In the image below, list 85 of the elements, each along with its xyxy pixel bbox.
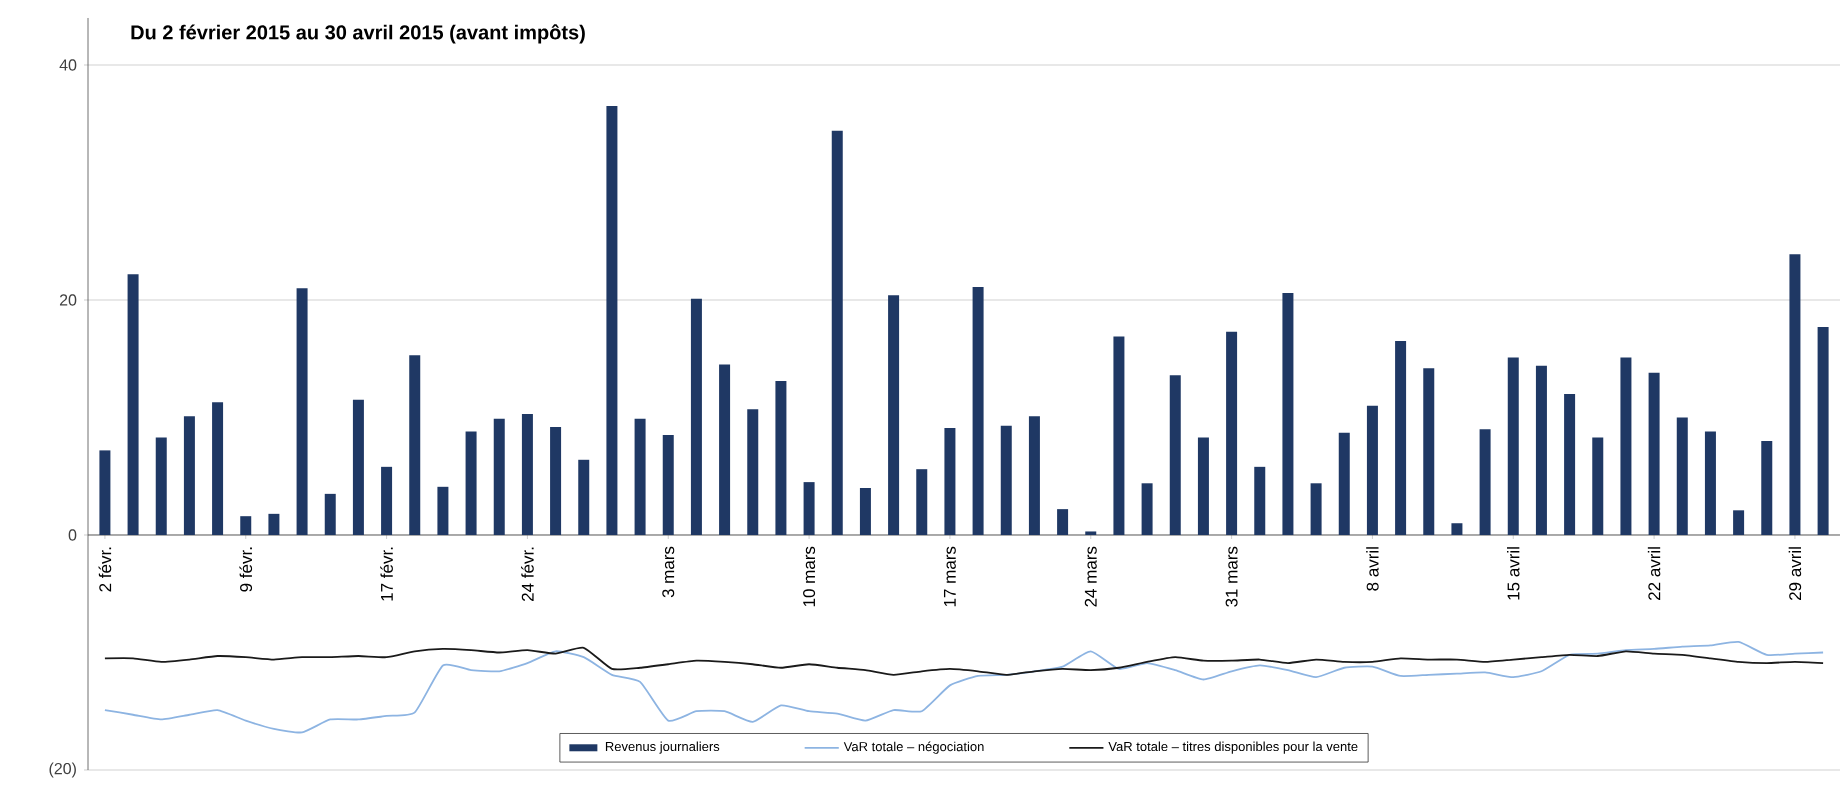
bar (606, 106, 618, 535)
legend-label: Revenus journaliers (605, 741, 720, 754)
bar (1564, 393, 1576, 535)
bar (1226, 331, 1238, 535)
bar (775, 381, 787, 535)
bar (1535, 365, 1547, 535)
bar (578, 459, 590, 535)
line-series (104, 646, 1824, 676)
bar (381, 466, 393, 535)
bar (1676, 417, 1688, 535)
bar (99, 450, 111, 535)
bar (1479, 429, 1491, 535)
x-tick-label: 22 avril (1647, 547, 1661, 601)
bar (268, 513, 280, 535)
x-tick-label: 3 mars (662, 546, 675, 598)
bar (155, 437, 167, 535)
bar (240, 516, 252, 535)
bar (662, 435, 674, 535)
bar (1085, 531, 1097, 535)
y-tick-label: 20 (59, 294, 77, 306)
x-tick-label: 17 mars (943, 546, 956, 607)
legend-label: VaR totale – négociation (843, 741, 984, 754)
bar (1197, 437, 1209, 535)
bar (1113, 336, 1125, 535)
bar (1451, 523, 1463, 535)
x-tick-label: 9 févr. (239, 547, 253, 592)
bar (1817, 327, 1829, 535)
x-tick-label: 31 mars (1225, 546, 1238, 607)
x-tick-label: 24 févr. (521, 547, 534, 601)
bar (127, 274, 139, 535)
bar (183, 416, 195, 535)
bar (1620, 357, 1632, 535)
bar (690, 298, 702, 535)
bar (831, 130, 843, 535)
bar (1057, 509, 1069, 535)
bar (352, 399, 364, 535)
bar (1282, 292, 1294, 535)
bar (1000, 425, 1012, 535)
x-tick-label: 29 avril (1788, 547, 1802, 601)
bar (521, 413, 533, 535)
bar (409, 355, 421, 535)
bar (212, 402, 224, 535)
bar (465, 431, 477, 535)
y-tick-label: (20) (49, 762, 76, 778)
bar (1028, 416, 1040, 535)
bar (634, 418, 646, 535)
x-tick-label: 24 mars (1084, 546, 1097, 607)
x-tick-label: 10 mars (803, 546, 816, 607)
bar (1254, 466, 1266, 535)
y-tick-label: 0 (68, 529, 77, 541)
bar (550, 426, 562, 535)
bar (1395, 341, 1407, 535)
bar (916, 469, 928, 535)
bar (1366, 405, 1378, 535)
bar (1789, 254, 1801, 535)
chart-title: Du 2 février 2015 au 30 avril 2015 (avant impôts) (131, 24, 585, 44)
line-series (104, 641, 1824, 734)
bar (944, 428, 956, 535)
bar (888, 295, 900, 535)
y-tick-label: 40 (59, 59, 77, 71)
legend-label: VaR totale – titres disponibles pour la vente (1108, 741, 1358, 754)
bar (1761, 440, 1773, 535)
x-tick-label: 8 avril (1366, 547, 1379, 591)
x-tick-label: 17 févr. (380, 547, 393, 601)
bar (747, 409, 759, 535)
bar (437, 486, 449, 535)
bar (1733, 510, 1745, 535)
bar (1169, 375, 1181, 535)
bar (296, 288, 308, 535)
x-tick-label: 15 avril (1507, 547, 1520, 600)
bar (1507, 357, 1519, 535)
bar (1704, 431, 1716, 535)
bar (1423, 368, 1435, 535)
bar (1338, 432, 1350, 535)
bar (1648, 372, 1660, 535)
bar (324, 493, 336, 535)
bar (859, 487, 871, 535)
bar (719, 364, 731, 535)
bar (1310, 483, 1322, 535)
x-tick-label: 2 févr. (98, 547, 112, 592)
bar (1141, 483, 1153, 535)
bar (972, 287, 984, 535)
bar (493, 418, 505, 535)
bar (1592, 437, 1604, 535)
bar (803, 482, 815, 535)
